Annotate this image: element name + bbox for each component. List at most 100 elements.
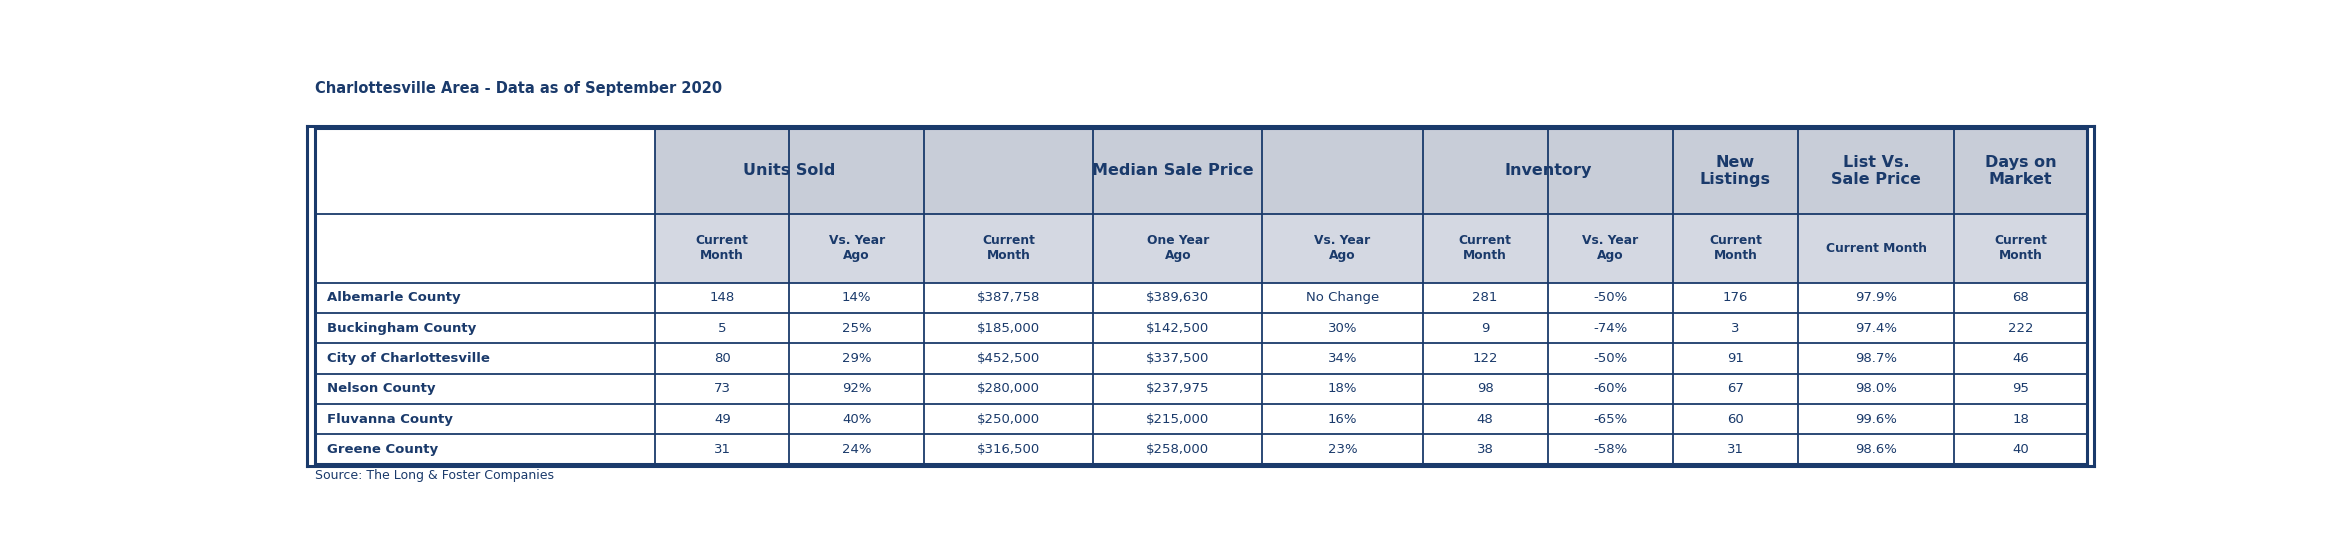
Text: $258,000: $258,000: [1146, 443, 1209, 456]
Text: -58%: -58%: [1593, 443, 1628, 456]
Bar: [1954, 283, 2088, 313]
Bar: [314, 434, 656, 465]
Bar: [1797, 214, 1954, 283]
Bar: [1422, 283, 1549, 313]
Bar: [1549, 404, 1673, 434]
Text: 16%: 16%: [1328, 413, 1357, 426]
Text: Median Sale Price: Median Sale Price: [1092, 164, 1254, 179]
Bar: [656, 374, 790, 404]
Bar: [1263, 313, 1422, 343]
Bar: [1094, 434, 1263, 465]
Text: Current
Month: Current Month: [1460, 234, 1511, 262]
Text: 95: 95: [2013, 382, 2029, 395]
Text: $387,758: $387,758: [977, 291, 1040, 305]
Bar: [1263, 404, 1422, 434]
Text: 48: 48: [1476, 413, 1492, 426]
Bar: [314, 128, 656, 214]
Text: $316,500: $316,500: [977, 443, 1040, 456]
Text: 40%: 40%: [841, 413, 872, 426]
Bar: [1549, 313, 1673, 343]
Bar: [656, 313, 790, 343]
Bar: [1549, 214, 1673, 283]
Bar: [1263, 283, 1422, 313]
Text: 122: 122: [1471, 352, 1497, 365]
Text: Vs. Year
Ago: Vs. Year Ago: [1314, 234, 1371, 262]
Text: -74%: -74%: [1593, 322, 1628, 335]
Text: Current
Month: Current Month: [1994, 234, 2048, 262]
Bar: [1094, 283, 1263, 313]
Bar: [1263, 214, 1422, 283]
Text: 98.6%: 98.6%: [1856, 443, 1898, 456]
Text: 98: 98: [1476, 382, 1492, 395]
Bar: [1954, 434, 2088, 465]
Bar: [314, 313, 656, 343]
Text: $237,975: $237,975: [1146, 382, 1209, 395]
Bar: [314, 404, 656, 434]
Text: Current
Month: Current Month: [696, 234, 750, 262]
Text: 25%: 25%: [841, 322, 872, 335]
Bar: [656, 283, 790, 313]
Bar: [923, 374, 1094, 404]
Text: 38: 38: [1476, 443, 1492, 456]
Text: 3: 3: [1731, 322, 1739, 335]
Text: -60%: -60%: [1593, 382, 1628, 395]
Text: 80: 80: [715, 352, 731, 365]
Bar: [1954, 313, 2088, 343]
Text: -65%: -65%: [1593, 413, 1628, 426]
Bar: [1797, 313, 1954, 343]
Bar: [1422, 404, 1549, 434]
Bar: [1673, 128, 1797, 214]
Text: Greene County: Greene County: [328, 443, 438, 456]
Text: City of Charlottesville: City of Charlottesville: [328, 352, 490, 365]
Text: Current Month: Current Month: [1825, 242, 1926, 255]
Bar: [656, 214, 790, 283]
Text: Buckingham County: Buckingham County: [328, 322, 476, 335]
Bar: [1954, 404, 2088, 434]
Bar: [656, 404, 790, 434]
Bar: [1797, 343, 1954, 374]
Text: 98.7%: 98.7%: [1856, 352, 1898, 365]
Bar: [790, 313, 923, 343]
Text: $280,000: $280,000: [977, 382, 1040, 395]
Text: 222: 222: [2008, 322, 2034, 335]
Text: 31: 31: [1727, 443, 1743, 456]
Bar: [1549, 374, 1673, 404]
Bar: [1954, 374, 2088, 404]
Bar: [656, 434, 790, 465]
Bar: [923, 313, 1094, 343]
Text: 97.9%: 97.9%: [1856, 291, 1898, 305]
Bar: [1673, 434, 1797, 465]
Bar: [1549, 434, 1673, 465]
Text: New
Listings: New Listings: [1701, 155, 1771, 187]
Text: $389,630: $389,630: [1146, 291, 1209, 305]
Text: List Vs.
Sale Price: List Vs. Sale Price: [1832, 155, 1921, 187]
Bar: [1422, 374, 1549, 404]
Text: 18: 18: [2013, 413, 2029, 426]
Text: 148: 148: [710, 291, 736, 305]
Bar: [1797, 434, 1954, 465]
Bar: [1263, 374, 1422, 404]
Bar: [1673, 404, 1797, 434]
Text: -50%: -50%: [1593, 352, 1628, 365]
Text: 14%: 14%: [841, 291, 872, 305]
Bar: [1549, 343, 1673, 374]
Bar: [1797, 128, 1954, 214]
Bar: [1422, 214, 1549, 283]
Text: $215,000: $215,000: [1146, 413, 1209, 426]
Bar: [1263, 434, 1422, 465]
Bar: [314, 343, 656, 374]
Text: Vs. Year
Ago: Vs. Year Ago: [1582, 234, 1638, 262]
Bar: [923, 214, 1094, 283]
Text: Vs. Year
Ago: Vs. Year Ago: [829, 234, 886, 262]
Bar: [1673, 343, 1797, 374]
Bar: [1263, 343, 1422, 374]
Bar: [1797, 404, 1954, 434]
Bar: [1094, 343, 1263, 374]
Bar: [1422, 434, 1549, 465]
Text: Charlottesville Area - Data as of September 2020: Charlottesville Area - Data as of Septem…: [314, 81, 722, 96]
Bar: [790, 283, 923, 313]
Bar: [1797, 283, 1954, 313]
Bar: [314, 283, 656, 313]
Bar: [790, 434, 923, 465]
Bar: [790, 214, 923, 283]
